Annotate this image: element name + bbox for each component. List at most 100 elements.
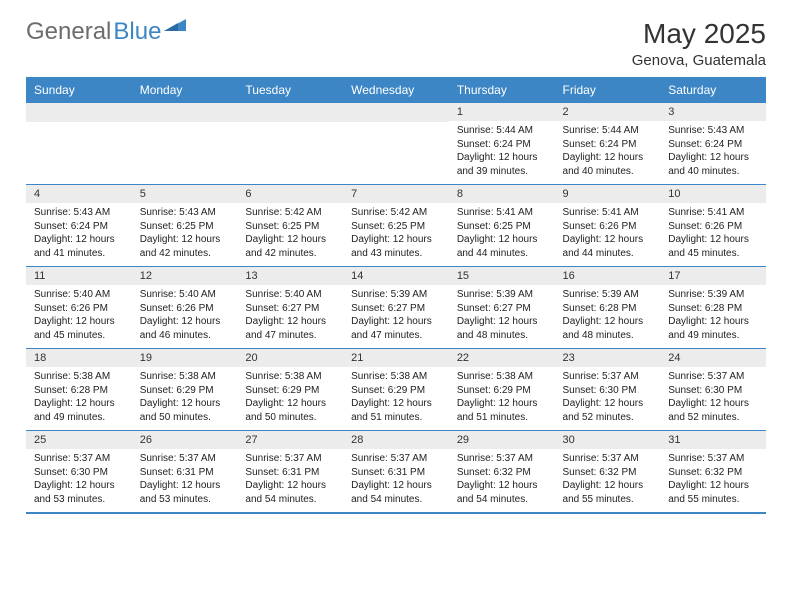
day-info-line: Daylight: 12 hours	[457, 397, 547, 411]
calendar-week-row: 11Sunrise: 5:40 AMSunset: 6:26 PMDayligh…	[26, 267, 766, 349]
day-info-line: Sunrise: 5:38 AM	[34, 370, 124, 384]
day-number-bar	[237, 103, 343, 122]
day-body-text: Sunrise: 5:37 AMSunset: 6:32 PMDaylight:…	[555, 449, 661, 512]
day-number-bar: 26	[132, 431, 238, 449]
day-info-line: Sunrise: 5:43 AM	[34, 206, 124, 220]
day-header: Tuesday	[237, 77, 343, 103]
day-info-line: Daylight: 12 hours	[245, 479, 335, 493]
day-number-bar: 30	[555, 431, 661, 449]
day-info-line: and 40 minutes.	[563, 165, 653, 179]
calendar-day-cell: 3Sunrise: 5:43 AMSunset: 6:24 PMDaylight…	[660, 103, 766, 185]
day-number-bar: 19	[132, 349, 238, 367]
day-info-line: Sunrise: 5:42 AM	[351, 206, 441, 220]
day-body-text: Sunrise: 5:37 AMSunset: 6:30 PMDaylight:…	[660, 367, 766, 430]
day-info-line: and 43 minutes.	[351, 247, 441, 261]
day-info-line: Daylight: 12 hours	[457, 315, 547, 329]
calendar-day-cell: 18Sunrise: 5:38 AMSunset: 6:28 PMDayligh…	[26, 349, 132, 431]
day-info-line: Sunset: 6:32 PM	[457, 466, 547, 480]
day-info-line: Sunset: 6:29 PM	[140, 384, 230, 398]
calendar-day-cell: 29Sunrise: 5:37 AMSunset: 6:32 PMDayligh…	[449, 431, 555, 514]
calendar-day-cell	[237, 103, 343, 185]
month-title: May 2025	[632, 18, 766, 50]
calendar-day-cell: 22Sunrise: 5:38 AMSunset: 6:29 PMDayligh…	[449, 349, 555, 431]
calendar-day-cell: 23Sunrise: 5:37 AMSunset: 6:30 PMDayligh…	[555, 349, 661, 431]
day-info-line: Sunrise: 5:44 AM	[457, 124, 547, 138]
day-body-text: Sunrise: 5:38 AMSunset: 6:28 PMDaylight:…	[26, 367, 132, 430]
day-body-text	[26, 122, 132, 178]
day-info-line: Sunrise: 5:37 AM	[563, 370, 653, 384]
day-number-bar: 27	[237, 431, 343, 449]
day-info-line: Daylight: 12 hours	[34, 479, 124, 493]
calendar-day-cell: 20Sunrise: 5:38 AMSunset: 6:29 PMDayligh…	[237, 349, 343, 431]
day-info-line: Sunrise: 5:37 AM	[668, 452, 758, 466]
day-number-bar: 25	[26, 431, 132, 449]
day-info-line: and 53 minutes.	[34, 493, 124, 507]
day-info-line: and 52 minutes.	[668, 411, 758, 425]
day-info-line: Sunset: 6:31 PM	[140, 466, 230, 480]
day-header: Sunday	[26, 77, 132, 103]
calendar-day-cell: 6Sunrise: 5:42 AMSunset: 6:25 PMDaylight…	[237, 185, 343, 267]
day-header-row: Sunday Monday Tuesday Wednesday Thursday…	[26, 77, 766, 103]
calendar-day-cell: 17Sunrise: 5:39 AMSunset: 6:28 PMDayligh…	[660, 267, 766, 349]
day-info-line: Sunrise: 5:40 AM	[34, 288, 124, 302]
day-header: Thursday	[449, 77, 555, 103]
day-number-bar: 16	[555, 267, 661, 285]
brand-logo: GeneralBlue	[26, 18, 186, 46]
day-info-line: Sunset: 6:26 PM	[140, 302, 230, 316]
day-number-bar	[26, 103, 132, 122]
calendar-day-cell: 4Sunrise: 5:43 AMSunset: 6:24 PMDaylight…	[26, 185, 132, 267]
day-info-line: Sunset: 6:32 PM	[668, 466, 758, 480]
day-info-line: Sunset: 6:30 PM	[34, 466, 124, 480]
calendar-day-cell: 21Sunrise: 5:38 AMSunset: 6:29 PMDayligh…	[343, 349, 449, 431]
day-info-line: and 41 minutes.	[34, 247, 124, 261]
day-number-bar: 15	[449, 267, 555, 285]
day-info-line: Daylight: 12 hours	[563, 397, 653, 411]
day-number-bar: 3	[660, 103, 766, 121]
calendar-day-cell: 9Sunrise: 5:41 AMSunset: 6:26 PMDaylight…	[555, 185, 661, 267]
day-body-text: Sunrise: 5:39 AMSunset: 6:27 PMDaylight:…	[449, 285, 555, 348]
day-body-text: Sunrise: 5:37 AMSunset: 6:31 PMDaylight:…	[343, 449, 449, 512]
day-number-bar: 24	[660, 349, 766, 367]
day-body-text	[237, 122, 343, 178]
day-info-line: Sunset: 6:32 PM	[563, 466, 653, 480]
day-number-bar: 1	[449, 103, 555, 121]
day-number-bar: 17	[660, 267, 766, 285]
calendar-day-cell: 5Sunrise: 5:43 AMSunset: 6:25 PMDaylight…	[132, 185, 238, 267]
day-body-text: Sunrise: 5:38 AMSunset: 6:29 PMDaylight:…	[449, 367, 555, 430]
day-number-bar: 29	[449, 431, 555, 449]
day-info-line: Sunset: 6:28 PM	[563, 302, 653, 316]
calendar-week-row: 1Sunrise: 5:44 AMSunset: 6:24 PMDaylight…	[26, 103, 766, 185]
day-number-bar: 11	[26, 267, 132, 285]
day-info-line: Sunrise: 5:39 AM	[668, 288, 758, 302]
day-info-line: and 45 minutes.	[34, 329, 124, 343]
day-info-line: Daylight: 12 hours	[351, 397, 441, 411]
day-info-line: Sunset: 6:24 PM	[457, 138, 547, 152]
day-info-line: and 54 minutes.	[351, 493, 441, 507]
day-info-line: Sunset: 6:26 PM	[34, 302, 124, 316]
day-info-line: Sunrise: 5:41 AM	[668, 206, 758, 220]
calendar-day-cell	[26, 103, 132, 185]
day-number-bar: 4	[26, 185, 132, 203]
day-info-line: Daylight: 12 hours	[34, 233, 124, 247]
calendar-day-cell	[343, 103, 449, 185]
day-number-bar: 8	[449, 185, 555, 203]
day-info-line: Sunset: 6:25 PM	[140, 220, 230, 234]
day-body-text: Sunrise: 5:39 AMSunset: 6:28 PMDaylight:…	[660, 285, 766, 348]
calendar-day-cell: 8Sunrise: 5:41 AMSunset: 6:25 PMDaylight…	[449, 185, 555, 267]
day-info-line: Daylight: 12 hours	[140, 479, 230, 493]
day-info-line: and 48 minutes.	[563, 329, 653, 343]
day-number-bar: 20	[237, 349, 343, 367]
day-number-bar	[132, 103, 238, 122]
day-number-bar: 5	[132, 185, 238, 203]
day-info-line: and 40 minutes.	[668, 165, 758, 179]
day-info-line: and 53 minutes.	[140, 493, 230, 507]
day-header: Saturday	[660, 77, 766, 103]
day-info-line: and 54 minutes.	[245, 493, 335, 507]
calendar-day-cell: 15Sunrise: 5:39 AMSunset: 6:27 PMDayligh…	[449, 267, 555, 349]
calendar-day-cell: 14Sunrise: 5:39 AMSunset: 6:27 PMDayligh…	[343, 267, 449, 349]
calendar-day-cell: 30Sunrise: 5:37 AMSunset: 6:32 PMDayligh…	[555, 431, 661, 514]
day-info-line: Daylight: 12 hours	[457, 479, 547, 493]
day-info-line: and 51 minutes.	[351, 411, 441, 425]
calendar-day-cell: 7Sunrise: 5:42 AMSunset: 6:25 PMDaylight…	[343, 185, 449, 267]
day-body-text: Sunrise: 5:37 AMSunset: 6:31 PMDaylight:…	[237, 449, 343, 512]
